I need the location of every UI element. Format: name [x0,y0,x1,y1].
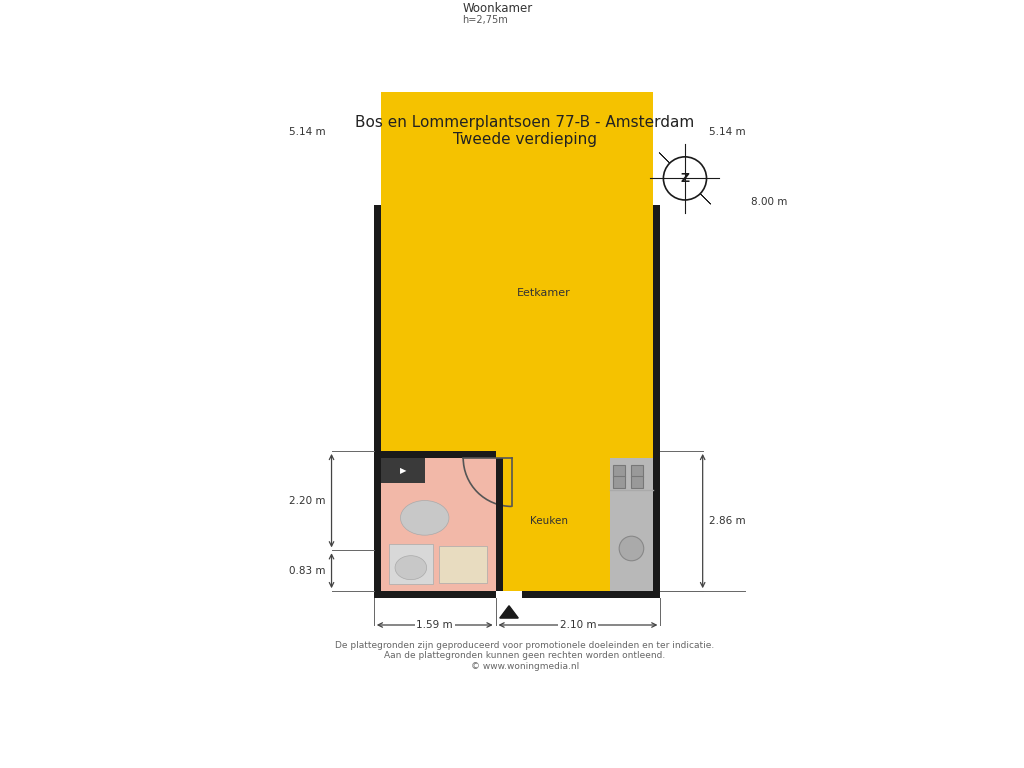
Text: 2.10 m: 2.10 m [560,620,596,630]
Polygon shape [680,174,711,204]
Ellipse shape [395,556,427,580]
Polygon shape [659,153,689,183]
Text: ▶: ▶ [399,465,406,475]
Bar [631,465,643,477]
Text: 5.14 m: 5.14 m [289,127,326,137]
Bar [381,451,512,458]
Bar [389,545,433,584]
Text: 0.83 m: 0.83 m [289,566,326,576]
Text: Bos en Lommerplantsoen 77-B - Amsterdam: Bos en Lommerplantsoen 77-B - Amsterdam [355,115,694,131]
Text: 1.59 m: 1.59 m [417,620,453,630]
Bar [496,591,522,598]
Circle shape [620,536,644,561]
Polygon shape [685,178,711,204]
Text: Z: Z [680,172,689,185]
Circle shape [664,157,707,200]
Text: Aan de plattegronden kunnen geen rechten worden ontleend.: Aan de plattegronden kunnen geen rechten… [384,651,666,660]
Text: Woonkamer: Woonkamer [463,2,532,15]
Bar [381,0,653,591]
Text: 2.20 m: 2.20 m [289,495,326,505]
Text: Keuken: Keuken [530,516,568,526]
Text: Eetkamer: Eetkamer [517,288,570,298]
Bar [381,458,497,591]
Bar [609,458,653,591]
Bar [613,465,626,477]
Text: 2.86 m: 2.86 m [709,516,745,526]
Bar [438,546,487,583]
Text: 8.00 m: 8.00 m [752,197,787,207]
Bar [374,205,660,598]
Bar [497,458,503,591]
Bar [381,458,425,482]
Bar [497,451,653,591]
Bar [613,476,626,488]
Text: h=2,75m: h=2,75m [463,15,508,25]
Polygon shape [500,606,518,618]
Polygon shape [659,153,685,178]
Text: Tweede verdieping: Tweede verdieping [453,132,597,147]
Text: De plattegronden zijn geproduceerd voor promotionele doeleinden en ter indicatie: De plattegronden zijn geproduceerd voor … [335,641,715,650]
Ellipse shape [400,501,449,535]
Text: 5.14 m: 5.14 m [709,127,745,137]
Text: © www.woningmedia.nl: © www.woningmedia.nl [471,662,579,671]
Bar [631,476,643,488]
